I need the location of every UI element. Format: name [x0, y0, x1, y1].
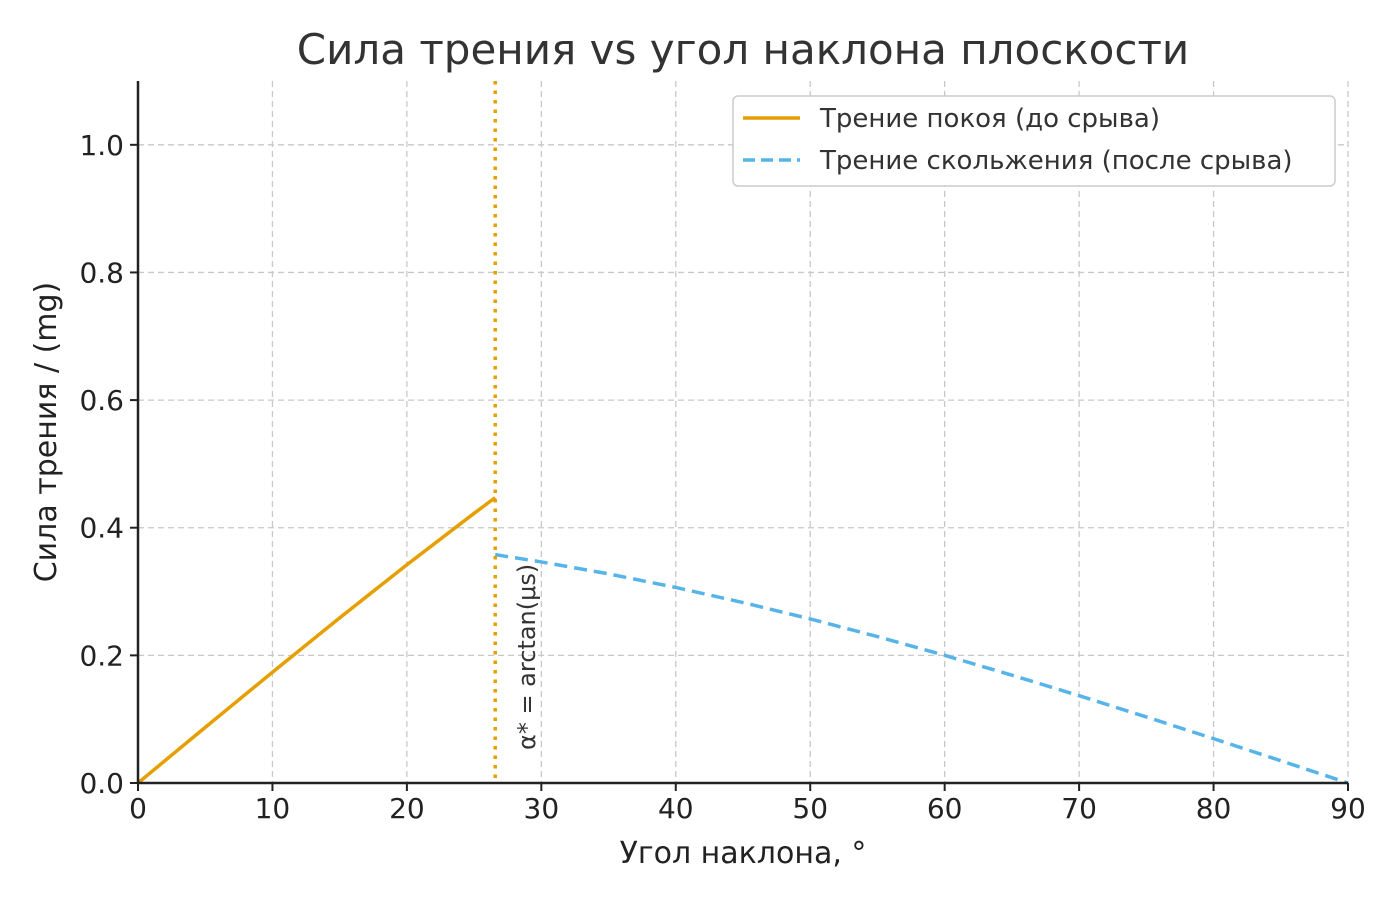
y-tick-label: 0.6: [79, 384, 124, 417]
vline-annotation: α* = arctan(μs): [513, 564, 541, 750]
y-tick-label: 0.0: [79, 767, 124, 800]
y-tick-label: 1.0: [79, 129, 124, 162]
x-tick-label: 20: [389, 792, 425, 825]
x-axis-label: Угол наклона, °: [620, 836, 867, 871]
x-tick-label: 30: [524, 792, 560, 825]
y-tick-label: 0.2: [79, 639, 124, 672]
y-tick-label: 0.8: [79, 256, 124, 289]
x-tick-label: 60: [927, 792, 963, 825]
x-tick-label: 70: [1061, 792, 1097, 825]
x-tick-label: 10: [255, 792, 291, 825]
legend: Трение покоя (до срыва) Трение скольжени…: [732, 95, 1336, 187]
legend-label-sliding: Трение скольжения (после срыва): [819, 146, 1293, 176]
x-tick-label: 0: [129, 792, 147, 825]
y-axis-label: Сила трения / (mg): [29, 282, 64, 583]
x-tick-label: 40: [658, 792, 694, 825]
legend-label-static: Трение покоя (до срыва): [819, 104, 1160, 134]
x-tick-label: 90: [1330, 792, 1366, 825]
series-line-0: [136, 496, 497, 785]
x-tick-label: 80: [1196, 792, 1232, 825]
series-line-1: [494, 552, 1349, 785]
chart-title: Сила трения vs угол наклона плоскости: [297, 25, 1189, 74]
x-tick-label: 50: [792, 792, 828, 825]
y-tick-label: 0.4: [79, 512, 124, 545]
